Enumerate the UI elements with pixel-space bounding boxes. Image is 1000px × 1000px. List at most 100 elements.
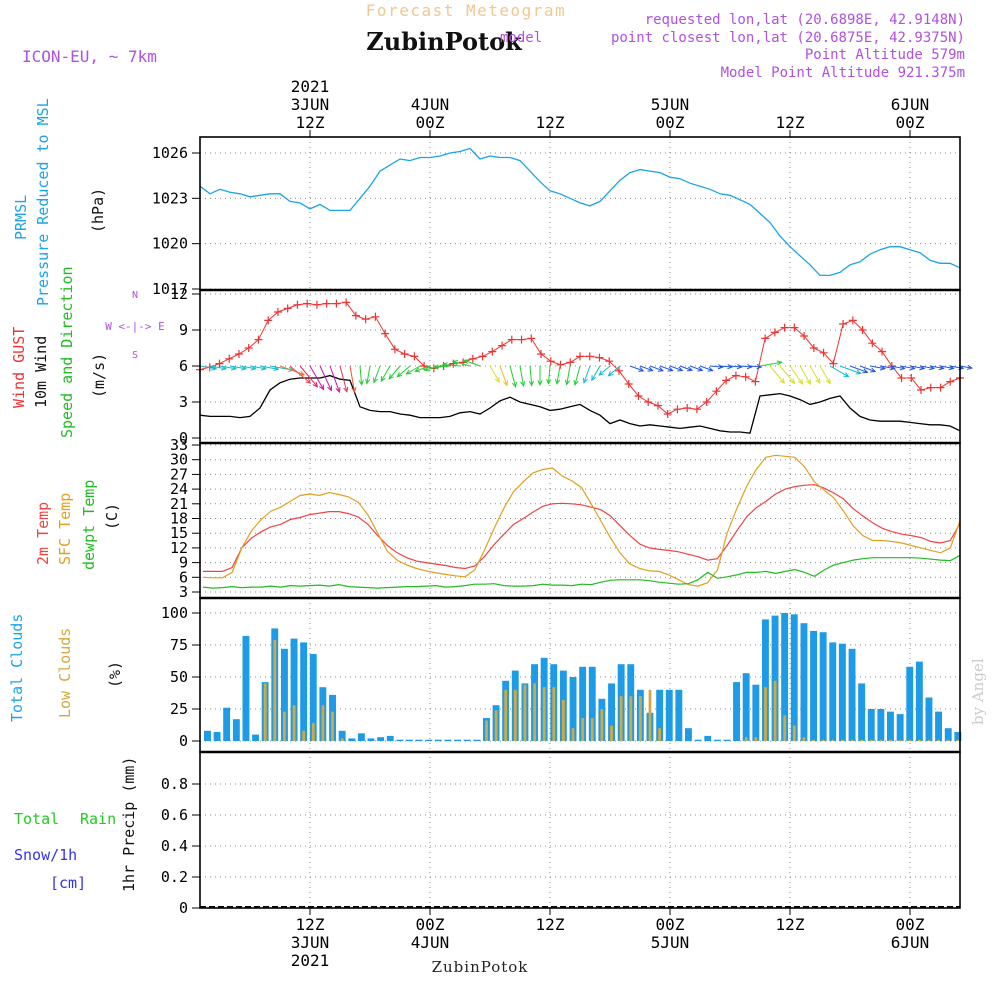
low-cloud-bar: [879, 739, 883, 741]
ytick-label: 9: [179, 321, 188, 339]
ytick-label: 18: [170, 510, 188, 528]
low-cloud-bar: [302, 730, 306, 741]
wind-arrow-head: [380, 376, 386, 383]
bottom-axis-label: 12Z: [536, 915, 565, 934]
low-cloud-bar: [841, 739, 844, 741]
wind-arrow-shaft: [719, 365, 733, 368]
gust-marker: [936, 383, 945, 392]
total-cloud-bar: [406, 739, 413, 741]
low-cloud-bar: [918, 739, 921, 741]
wind-arrow-head: [779, 378, 786, 384]
gust-marker: [293, 300, 302, 309]
gust-marker: [351, 311, 360, 320]
low-cloud-bar: [523, 684, 527, 741]
ytick-label: 6: [179, 357, 188, 375]
wind-arrow-head: [564, 379, 571, 386]
low-cloud-bar: [321, 705, 325, 741]
dewpt-line: [202, 554, 961, 589]
bottom-axis-label: 6JUN: [891, 933, 930, 952]
wind-arrow-head: [358, 379, 364, 386]
gust-marker: [273, 308, 282, 316]
total-cloud-bar: [213, 732, 221, 741]
top-axis-label: 4JUN: [411, 95, 450, 114]
gust-marker: [653, 401, 662, 410]
wind-arrow-head: [657, 366, 664, 372]
station-title: ZubinPotok: [366, 27, 523, 56]
ytick-label: 0.2: [161, 868, 188, 886]
wind-arrow-head: [414, 367, 421, 373]
gust-marker: [839, 320, 848, 328]
gust-marker: [868, 339, 877, 348]
gust-marker: [322, 299, 331, 308]
gust-marker: [692, 405, 701, 414]
total-cloud-bar: [685, 728, 692, 741]
gust-marker: [537, 350, 546, 358]
wind-arrow-head: [528, 380, 534, 387]
wind-arrow-shaft: [799, 365, 811, 385]
wind-arrow-head: [736, 364, 743, 370]
bottom-axis-label: 12Z: [296, 915, 325, 934]
total-cloud-bar: [800, 623, 808, 741]
total-cloud-bar: [665, 689, 673, 741]
low-cloud-bar: [764, 687, 767, 741]
gust-marker: [946, 377, 955, 386]
wind-arrow-head: [520, 380, 526, 388]
wind-arrow-shaft: [259, 365, 279, 370]
gust-marker: [770, 328, 779, 337]
wind-arrow-shaft: [879, 365, 895, 370]
wind-arrow-shaft: [519, 365, 525, 386]
gust-marker: [897, 374, 906, 382]
ytick-label: 1023: [152, 189, 188, 207]
ytick-label: 50: [170, 668, 188, 686]
ytick-label: 0: [179, 732, 188, 750]
low-cloud-bar: [860, 739, 864, 741]
wind-arrow-shaft: [939, 365, 954, 369]
low-cloud-bar: [744, 737, 748, 741]
gust-marker: [283, 304, 292, 313]
low-cloud-bar: [340, 738, 344, 741]
wind-arrow-shaft: [309, 365, 324, 390]
label-pressure-msl: Pressure Reduced to MSL: [34, 98, 52, 306]
total-cloud-bar: [925, 697, 933, 741]
low-cloud-bar: [562, 700, 565, 741]
gust-marker: [917, 386, 926, 394]
total-cloud-bar: [290, 638, 298, 741]
total-cloud-bar: [434, 739, 442, 741]
wind-arrow-shaft: [859, 365, 876, 372]
gust-marker: [576, 352, 584, 361]
low-cloud-bar: [263, 683, 267, 741]
wind-arrow-head: [351, 386, 357, 394]
gust-marker: [614, 366, 623, 375]
gust-marker: [585, 352, 594, 361]
low-cloud-bar: [754, 737, 758, 741]
wind-arrow-head: [327, 385, 332, 392]
total-cloud-bar: [444, 739, 452, 741]
total-cloud-bar: [338, 730, 346, 741]
total-cloud-bar: [877, 709, 885, 741]
wind-arrow-shaft: [749, 365, 762, 368]
panel-frame: [199, 442, 961, 599]
wind-arrow-head: [815, 377, 821, 384]
wind-arrow-shaft: [406, 365, 421, 375]
wind-arrow-shaft: [679, 365, 693, 371]
low-cloud-bar: [956, 739, 960, 741]
wind-arrow-head: [546, 378, 552, 385]
total-cloud-bar: [829, 642, 837, 741]
gust-marker: [361, 315, 370, 324]
total-cloud-bar: [309, 654, 317, 741]
low-cloud-bar: [610, 725, 613, 741]
low-cloud-bar: [273, 639, 277, 741]
ytick-label: 25: [170, 700, 188, 718]
label-total: Total: [14, 810, 59, 828]
total-cloud-bar: [810, 630, 817, 741]
wind-arrow-shaft: [598, 365, 611, 376]
gust-marker: [264, 316, 273, 325]
gust-marker: [342, 298, 351, 307]
wind-arrow-head: [746, 364, 753, 370]
low-cloud-bar: [946, 739, 950, 741]
ytick-label: 6: [179, 568, 188, 586]
gust-marker: [858, 326, 867, 334]
total-cloud-bar: [858, 683, 866, 741]
wind-arrow-head: [843, 372, 850, 378]
low-cloud-bar: [821, 739, 825, 741]
